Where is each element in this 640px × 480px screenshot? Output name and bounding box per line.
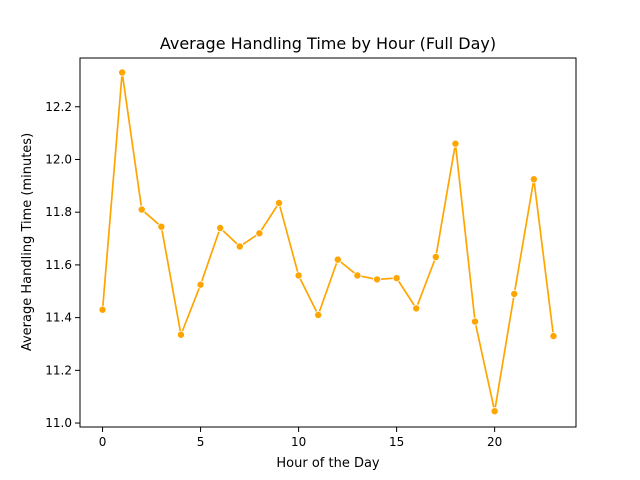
- chart-title: Average Handling Time by Hour (Full Day): [160, 34, 496, 53]
- y-tick-label: 11.6: [45, 258, 72, 272]
- data-point: [490, 407, 499, 416]
- data-point: [353, 271, 362, 280]
- data-point: [392, 274, 401, 283]
- data-point: [333, 255, 342, 264]
- data-point: [412, 304, 421, 313]
- series-layer: [98, 68, 558, 416]
- y-tick-label: 12.0: [45, 152, 72, 166]
- x-tick-label: 10: [291, 435, 306, 449]
- data-point: [471, 317, 480, 326]
- x-tick-label: 15: [389, 435, 404, 449]
- data-point: [196, 280, 205, 289]
- data-point: [451, 139, 460, 148]
- series-line: [101, 71, 555, 413]
- data-point: [235, 242, 244, 251]
- y-tick-label: 11.8: [45, 205, 72, 219]
- data-point: [176, 330, 185, 339]
- data-point: [431, 252, 440, 261]
- data-point: [216, 224, 225, 233]
- y-axis: 11.0 11.2 11.4 11.6 11.8 12.0 12.2: [45, 100, 80, 430]
- data-point: [137, 205, 146, 214]
- x-axis: 0 5 10 15 20: [99, 427, 502, 449]
- data-point: [255, 229, 264, 238]
- y-tick-label: 12.2: [45, 100, 72, 114]
- data-point: [510, 289, 519, 298]
- data-point: [118, 68, 127, 77]
- y-tick-label: 11.0: [45, 416, 72, 430]
- data-point: [157, 222, 166, 231]
- x-tick-label: 5: [197, 435, 205, 449]
- data-point: [294, 271, 303, 280]
- y-axis-label: Average Handling Time (minutes): [20, 133, 35, 351]
- data-point: [314, 310, 323, 319]
- y-tick-label: 11.4: [45, 311, 72, 325]
- data-point: [529, 175, 538, 184]
- data-point: [98, 305, 107, 314]
- data-point: [549, 332, 558, 341]
- x-tick-label: 0: [99, 435, 107, 449]
- data-point: [274, 198, 283, 207]
- x-axis-label: Hour of the Day: [276, 456, 380, 471]
- y-tick-label: 11.2: [45, 363, 72, 377]
- x-tick-label: 20: [487, 435, 502, 449]
- plot-area-frame: [79, 57, 577, 428]
- data-point: [373, 275, 382, 284]
